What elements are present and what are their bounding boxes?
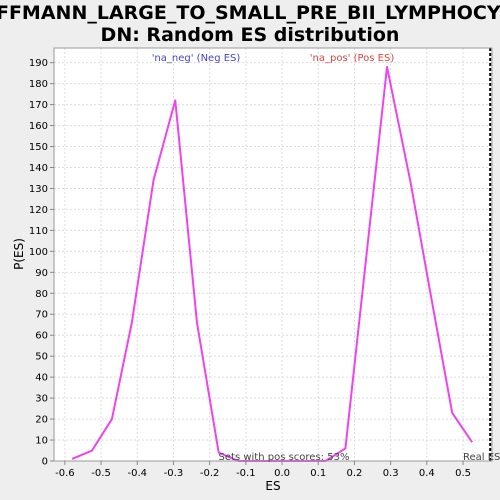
y-tick-label: 100 xyxy=(29,247,48,258)
y-tick-label: 150 xyxy=(29,142,48,153)
x-tick-label: 0.5 xyxy=(455,468,471,479)
plot-area xyxy=(54,48,492,461)
y-tick-label: 120 xyxy=(29,205,48,216)
plot-border xyxy=(53,47,493,462)
axes: 0 10 20 30 40 50 60 70 80 90 100 110 120 130 140 150 160… xyxy=(29,58,471,479)
y-tick-label: 190 xyxy=(29,58,48,69)
x-tick-label: -0.3 xyxy=(164,468,184,479)
y-tick-label: 180 xyxy=(29,79,48,90)
y-tick-label: 140 xyxy=(29,163,48,174)
pos-es-label: 'na_pos' (Pos ES) xyxy=(310,53,395,64)
y-tick-label: 80 xyxy=(35,289,48,300)
x-tick-label: 0.1 xyxy=(310,468,326,479)
pos-scores-label: Sets with pos scores: 53% xyxy=(219,452,350,463)
y-tick-label: 170 xyxy=(29,100,48,111)
y-tick-label: 90 xyxy=(35,268,48,279)
x-tick-label: 0.0 xyxy=(274,468,290,479)
y-axis-label: P(ES) xyxy=(12,238,26,270)
x-axis-label: ES xyxy=(265,479,280,493)
x-tick-label: 0.2 xyxy=(346,468,362,479)
x-tick-label: -0.4 xyxy=(127,468,147,479)
real-es-label: Real ES xyxy=(463,452,500,463)
y-tick-label: 110 xyxy=(29,226,48,237)
x-tick-label: 0.3 xyxy=(383,468,399,479)
x-tick-label: -0.2 xyxy=(200,468,220,479)
y-tick-label: 70 xyxy=(35,310,48,321)
x-tick-label: -0.1 xyxy=(236,468,256,479)
chart-title-line1: HOFFMANN_LARGE_TO_SMALL_PRE_BII_LYMPHOCY… xyxy=(0,2,500,24)
y-tick-label: 40 xyxy=(35,373,48,384)
y-tick-label: 10 xyxy=(35,436,48,447)
neg-es-label: 'na_neg' (Neg ES) xyxy=(152,53,241,64)
y-tick-label: 30 xyxy=(35,394,48,405)
y-tick-label: 20 xyxy=(35,415,48,426)
y-tick-label: 160 xyxy=(29,121,48,132)
y-tick-label: 50 xyxy=(35,352,48,363)
y-tick-label: 0 xyxy=(42,457,48,468)
chart-title-line2: DN: Random ES distribution xyxy=(101,24,400,46)
grid-lines xyxy=(54,48,492,462)
x-tick-label: -0.6 xyxy=(55,468,75,479)
y-tick-label: 130 xyxy=(29,184,48,195)
x-tick-label: 0.4 xyxy=(419,468,435,479)
y-tick-label: 60 xyxy=(35,331,48,342)
x-tick-label: -0.5 xyxy=(91,468,111,479)
